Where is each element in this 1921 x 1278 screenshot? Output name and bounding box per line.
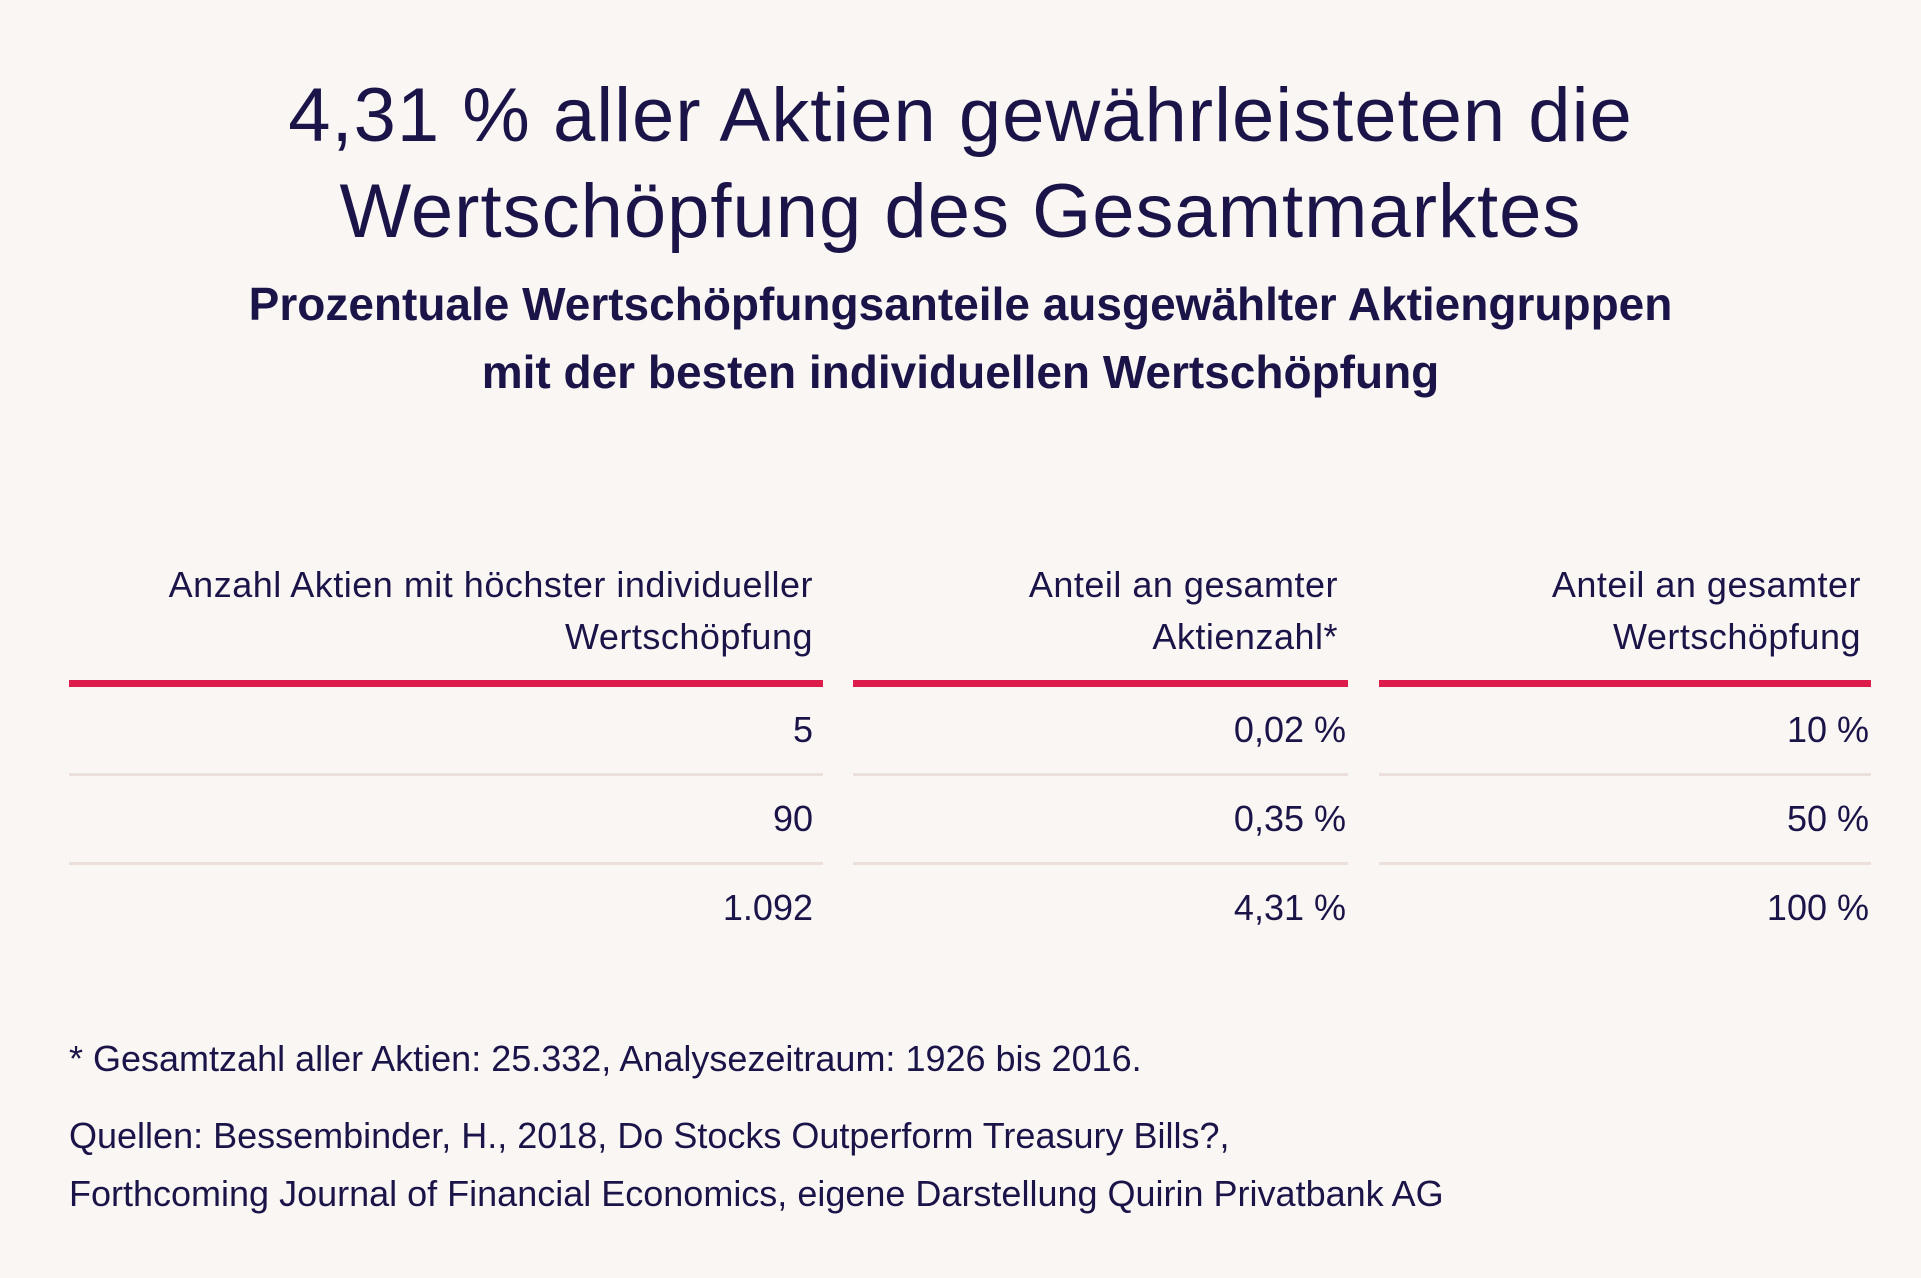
header-rule bbox=[69, 680, 823, 687]
chart-subtitle-line-1: Prozentuale Wertschöpfungsanteile ausgew… bbox=[248, 278, 1673, 330]
column-header-line: Aktienzahl* bbox=[1152, 616, 1338, 657]
row-separator bbox=[1379, 773, 1871, 776]
column-header: Anzahl Aktien mit höchster individueller… bbox=[69, 555, 823, 679]
table-cell: 5 bbox=[792, 709, 813, 750]
sources: Quellen: Bessembinder, H., 2018, Do Stoc… bbox=[69, 1107, 1444, 1223]
column-header-line: Anzahl Aktien mit höchster individueller bbox=[168, 564, 813, 605]
column-header-line: Anteil an gesamter bbox=[1028, 564, 1338, 605]
table-cell: 10 % bbox=[1786, 709, 1869, 750]
column-header-line: Anteil an gesamter bbox=[1551, 564, 1861, 605]
table-cell: 50 % bbox=[1786, 798, 1869, 839]
row-separator bbox=[1379, 862, 1871, 865]
column-header-line: Wertschöpfung bbox=[565, 616, 813, 657]
chart-title-line-1: 4,31 % aller Aktien gewährleisteten die bbox=[288, 73, 1633, 158]
table-cell: 0,35 % bbox=[1233, 798, 1346, 839]
sources-line: Forthcoming Journal of Financial Economi… bbox=[69, 1173, 1444, 1214]
row-separator bbox=[853, 862, 1348, 865]
footnote: * Gesamtzahl aller Aktien: 25.332, Analy… bbox=[69, 1038, 1142, 1079]
table-cell: 0,02 % bbox=[1233, 709, 1346, 750]
chart-subtitle-line-2: mit der besten individuellen Wertschöpfu… bbox=[481, 346, 1440, 398]
table-column-anteil-wertschoepfung: Anteil an gesamter Wertschöpfung 10 % 50… bbox=[1379, 555, 1871, 951]
chart-title-line-2: Wertschöpfung des Gesamtmarktes bbox=[339, 169, 1582, 254]
row-separator bbox=[69, 862, 823, 865]
table-column-anzahl: Anzahl Aktien mit höchster individueller… bbox=[69, 555, 823, 951]
table-cell: 90 bbox=[772, 798, 813, 839]
table-cell: 100 % bbox=[1766, 887, 1869, 928]
header-rule bbox=[853, 680, 1348, 687]
sources-line: Quellen: Bessembinder, H., 2018, Do Stoc… bbox=[69, 1115, 1230, 1156]
column-header: Anteil an gesamter Wertschöpfung bbox=[1379, 555, 1871, 679]
column-header: Anteil an gesamter Aktienzahl* bbox=[853, 555, 1348, 679]
row-separator bbox=[853, 773, 1348, 776]
chart-title: 4,31 % aller Aktien gewährleisteten die … bbox=[0, 68, 1921, 260]
table-cell: 4,31 % bbox=[1233, 887, 1346, 928]
header-rule bbox=[1379, 680, 1871, 687]
chart-subtitle: Prozentuale Wertschöpfungsanteile ausgew… bbox=[0, 270, 1921, 406]
table-column-anteil-aktienzahl: Anteil an gesamter Aktienzahl* 0,02 % 0,… bbox=[853, 555, 1348, 951]
column-header-line: Wertschöpfung bbox=[1613, 616, 1861, 657]
table-cell: 1.092 bbox=[722, 887, 813, 928]
row-separator bbox=[69, 773, 823, 776]
